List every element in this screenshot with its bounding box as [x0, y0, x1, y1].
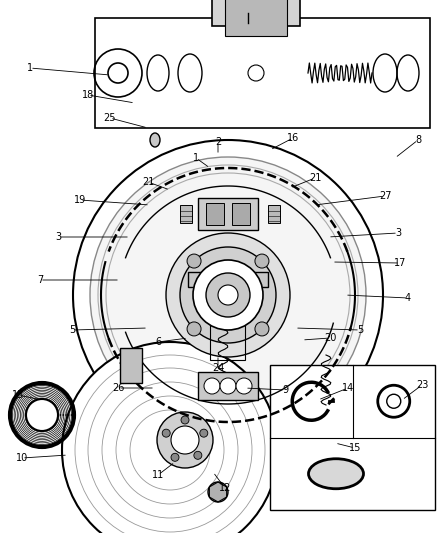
- Text: 11: 11: [152, 470, 164, 480]
- Text: 5: 5: [69, 325, 75, 335]
- Text: 16: 16: [287, 133, 299, 143]
- Bar: [198, 372, 258, 400]
- Ellipse shape: [150, 133, 160, 147]
- Circle shape: [62, 342, 278, 533]
- Text: 21: 21: [142, 177, 154, 187]
- Text: 27: 27: [379, 191, 391, 201]
- Ellipse shape: [308, 459, 364, 489]
- Text: 4: 4: [405, 293, 411, 303]
- Text: 23: 23: [416, 380, 428, 390]
- Text: 17: 17: [394, 258, 406, 268]
- Text: 18: 18: [82, 90, 94, 100]
- Circle shape: [255, 322, 269, 336]
- Circle shape: [193, 260, 263, 330]
- Circle shape: [200, 429, 208, 437]
- Bar: [180, 205, 192, 223]
- Text: 26: 26: [112, 383, 124, 393]
- Circle shape: [171, 426, 199, 454]
- Circle shape: [180, 247, 276, 343]
- Circle shape: [255, 254, 269, 268]
- Text: 1: 1: [193, 153, 199, 163]
- Circle shape: [236, 378, 252, 394]
- Bar: [212, 0, 300, 26]
- Text: 3: 3: [55, 232, 61, 242]
- Bar: [120, 348, 142, 383]
- Bar: [270, 365, 435, 510]
- Circle shape: [166, 233, 290, 357]
- Text: 13: 13: [12, 390, 24, 400]
- Bar: [232, 203, 250, 225]
- Bar: [225, 0, 287, 36]
- Text: 8: 8: [415, 135, 421, 145]
- Circle shape: [208, 482, 228, 502]
- Bar: [95, 18, 430, 128]
- Text: 3: 3: [395, 228, 401, 238]
- Text: 9: 9: [282, 385, 288, 395]
- Circle shape: [171, 454, 179, 462]
- Text: 10: 10: [16, 453, 28, 463]
- Text: 25: 25: [104, 113, 116, 123]
- Circle shape: [220, 378, 236, 394]
- Text: 2: 2: [215, 137, 221, 147]
- Text: 21: 21: [309, 173, 321, 183]
- Circle shape: [181, 416, 189, 424]
- Circle shape: [187, 322, 201, 336]
- Circle shape: [204, 378, 220, 394]
- Text: 12: 12: [219, 483, 231, 493]
- Circle shape: [206, 273, 250, 317]
- Text: 5: 5: [357, 325, 363, 335]
- Circle shape: [162, 429, 170, 437]
- Circle shape: [187, 254, 201, 268]
- Bar: [210, 305, 245, 360]
- Text: 19: 19: [74, 195, 86, 205]
- Circle shape: [248, 65, 264, 81]
- Circle shape: [218, 285, 238, 305]
- Circle shape: [90, 157, 366, 433]
- Text: 14: 14: [342, 383, 354, 393]
- Circle shape: [194, 451, 202, 459]
- Circle shape: [157, 412, 213, 468]
- Bar: [188, 272, 268, 287]
- Text: 24: 24: [212, 363, 224, 373]
- Text: 7: 7: [37, 275, 43, 285]
- Bar: [206, 203, 224, 225]
- Text: 20: 20: [324, 333, 336, 343]
- Text: 15: 15: [349, 443, 361, 453]
- Text: 1: 1: [27, 63, 33, 73]
- Text: 6: 6: [155, 337, 161, 347]
- Bar: [198, 198, 258, 230]
- Bar: [268, 205, 280, 223]
